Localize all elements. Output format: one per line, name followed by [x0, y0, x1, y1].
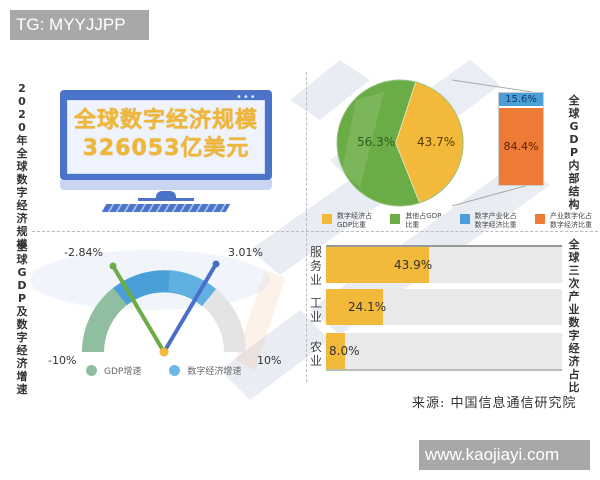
screen-line-title: 全球数字经济规模	[73, 108, 258, 133]
bar-fill	[326, 333, 345, 369]
monitor-base	[138, 198, 194, 201]
legend-item-digital-industry: 数字产业化占 数字经济比重	[459, 212, 517, 230]
divider-horizontal	[32, 231, 598, 232]
pie-label-digital: 43.7%	[417, 135, 456, 149]
bar-value-label: 8.0%	[329, 344, 360, 358]
screen-line-value: 326053亿美元	[82, 136, 250, 161]
category-label-industry: 工业	[309, 296, 322, 324]
legend-swatch	[322, 214, 332, 224]
bar-fill	[326, 247, 429, 283]
monitor-chin	[60, 180, 272, 190]
legend-label: 数字产业化占	[474, 212, 517, 220]
legend-dot-gdp	[86, 365, 97, 376]
legend-swatch	[390, 214, 401, 224]
growth-gauge	[82, 260, 246, 357]
bar-row-industry: 24.1%	[326, 289, 562, 325]
structure-side-title: 全球GDP内部结构	[568, 94, 580, 211]
keyboard	[101, 204, 231, 212]
monitor-stand	[156, 191, 176, 199]
legend-item-industry-digital: 产业数字化占 数字经济比重	[534, 212, 592, 230]
scale-side-title: 2020年全球数字经济规模	[16, 82, 28, 251]
legend-label: 产业数字化占	[549, 212, 592, 220]
legend-label-digital: 数字经济增速	[187, 367, 242, 377]
watermark-top: TG: MYYJJPP	[10, 10, 149, 40]
bar-value-label: 43.9%	[394, 258, 433, 272]
legend-label: GDP比重	[337, 221, 367, 229]
category-label-agriculture: 农业	[309, 340, 322, 368]
legend-swatch	[534, 214, 545, 224]
watermark-bottom: www.kaojiayi.com	[419, 440, 590, 470]
monitor-dots: •••	[236, 92, 257, 103]
breakdown-bar: 15.6% 84.4%	[498, 92, 544, 186]
bar-fill	[326, 289, 383, 325]
bar-value-label: 24.1%	[348, 300, 387, 314]
legend-label: 数字经济比重	[549, 221, 592, 229]
category-label-services: 服务业	[309, 245, 322, 287]
breakdown-segment-digital-industry: 15.6%	[499, 93, 543, 108]
growth-legend: GDP增速 数字经济增速	[86, 364, 241, 377]
digital-growth-value: 3.01%	[228, 246, 263, 259]
legend-item-digital-share: 数字经济占 GDP比重	[322, 212, 372, 230]
bar-row-agriculture: 8.0%	[326, 333, 562, 371]
bar-row-services: 43.9%	[326, 245, 562, 283]
breakdown-segment-industry-digital: 84.4%	[499, 108, 543, 185]
growth-side-title: 全球GDP及数字经济增速	[16, 240, 28, 396]
legend-label-gdp: GDP增速	[104, 367, 142, 377]
pie-label-other: 56.3%	[357, 135, 396, 149]
legend-label: 数字经济比重	[474, 221, 517, 229]
source-note: 来源: 中国信息通信研究院	[412, 396, 577, 411]
legend-label: 数字经济占	[337, 212, 372, 220]
legend-label: 其他占GDP	[405, 212, 442, 220]
monitor-screen: 全球数字经济规模 326053亿美元	[67, 100, 265, 174]
legend-swatch	[459, 214, 470, 224]
gauge-max-label: 10%	[257, 354, 282, 367]
gauge-min-label: -10%	[48, 354, 77, 367]
sectors-side-title: 全球三次产业数字经济占比	[568, 238, 580, 394]
gdp-growth-value: -2.84%	[64, 246, 103, 259]
legend-label: 比重	[405, 221, 420, 229]
structure-legend: 数字经济占 GDP比重 其他占GDP 比重 数字产业化占 数字经济比重 产业数字化占数…	[322, 212, 592, 230]
gdp-pie-chart	[336, 79, 533, 207]
legend-dot-digital	[169, 365, 181, 376]
divider-vertical	[306, 72, 307, 382]
legend-item-other-share: 其他占GDP 比重	[390, 212, 441, 230]
monitor-graphic: ••• 全球数字经济规模 326053亿美元	[60, 90, 272, 214]
